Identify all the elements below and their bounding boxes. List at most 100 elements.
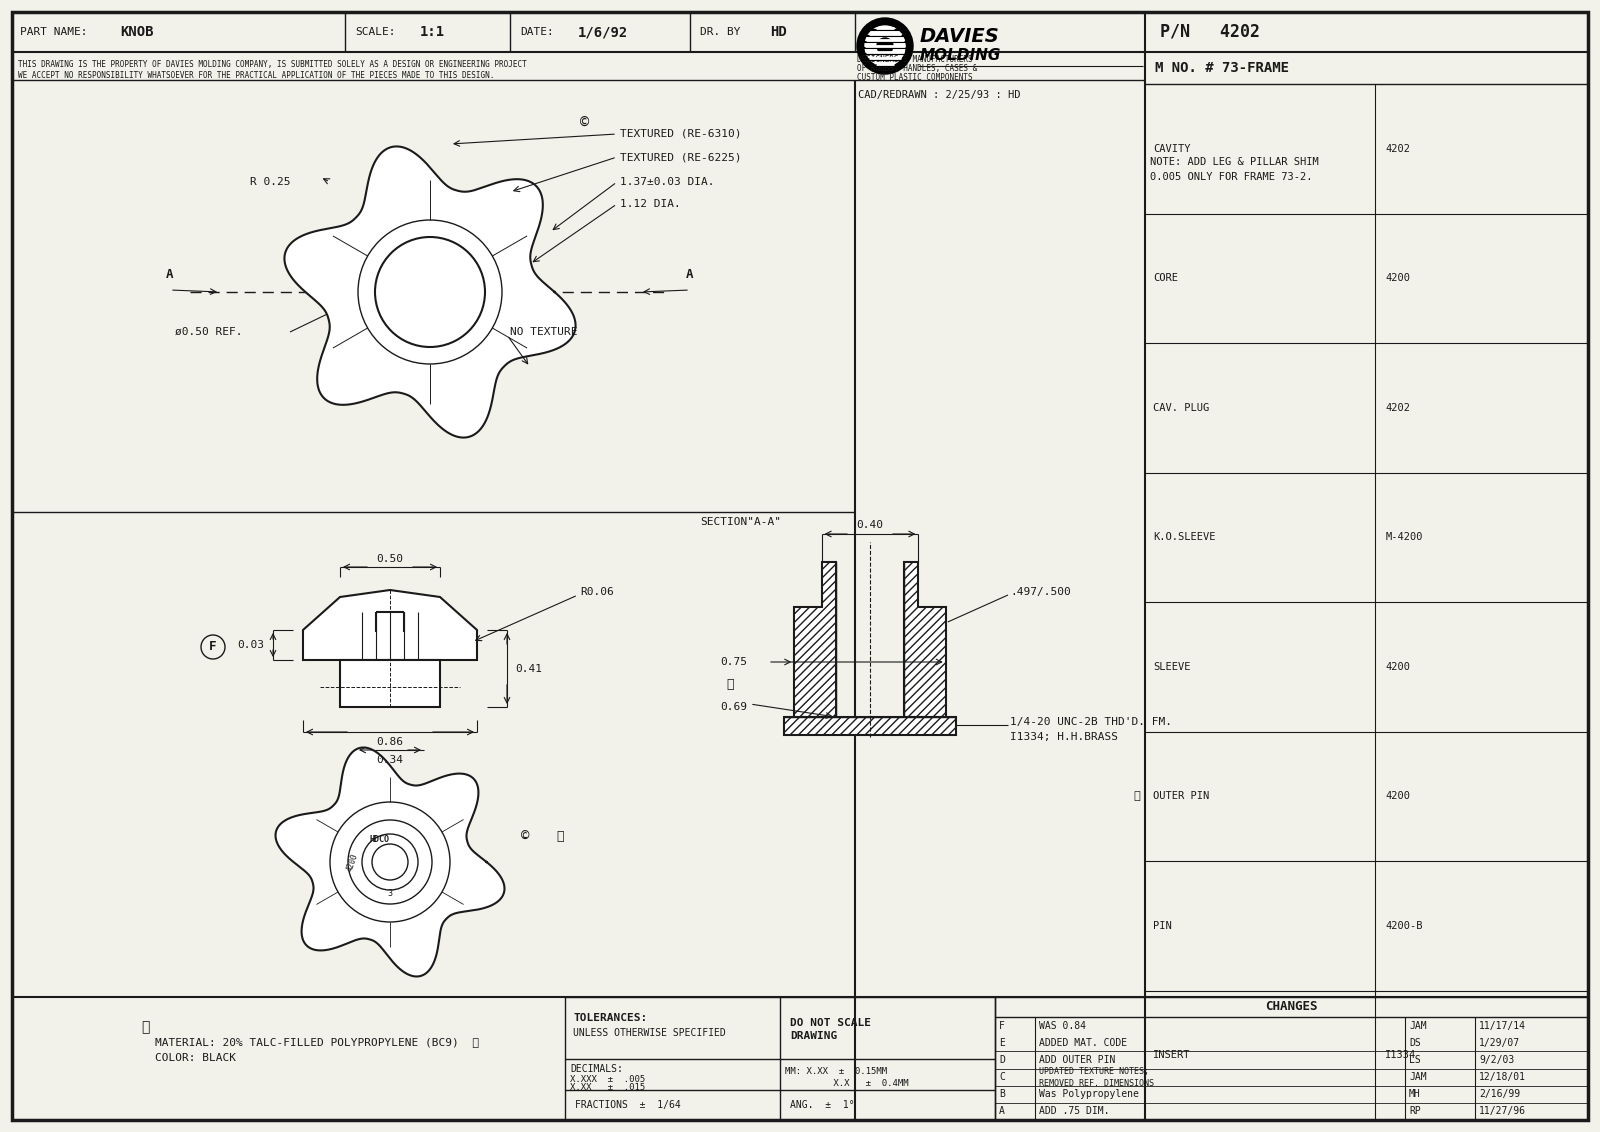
Text: K.O.SLEEVE: K.O.SLEEVE (1154, 532, 1216, 542)
Text: 4200: 4200 (1386, 662, 1410, 671)
Text: ADD .75 DIM.: ADD .75 DIM. (1038, 1106, 1109, 1116)
Text: F: F (210, 641, 216, 653)
Text: DS: DS (1410, 1038, 1421, 1048)
Text: HD: HD (770, 25, 787, 38)
Text: CUSTOM PLASTIC COMPONENTS: CUSTOM PLASTIC COMPONENTS (858, 74, 973, 83)
Text: I1334; H.H.BRASS: I1334; H.H.BRASS (1010, 732, 1118, 741)
Text: A: A (166, 267, 174, 281)
Circle shape (866, 26, 906, 66)
Text: B: B (998, 1089, 1005, 1099)
Text: ø0.50 REF.: ø0.50 REF. (174, 327, 243, 337)
Text: 0.69: 0.69 (720, 702, 747, 712)
Text: D: D (998, 1055, 1005, 1065)
Text: 0.40: 0.40 (856, 520, 883, 530)
Text: 1.37±0.03 DIA.: 1.37±0.03 DIA. (621, 177, 715, 187)
Text: 1/4-20 UNC-2B THD'D. FM.: 1/4-20 UNC-2B THD'D. FM. (1010, 717, 1171, 727)
Polygon shape (784, 717, 955, 735)
Polygon shape (794, 561, 835, 717)
Text: NO TEXTURE: NO TEXTURE (510, 327, 578, 337)
Text: REMOVED REF. DIMENSIONS: REMOVED REF. DIMENSIONS (1038, 1079, 1154, 1088)
Text: SLEEVE: SLEEVE (1154, 662, 1190, 671)
Text: DECIMALS:: DECIMALS: (570, 1064, 622, 1074)
Circle shape (877, 38, 893, 54)
Text: DR. BY: DR. BY (701, 27, 741, 37)
Text: ⓓ: ⓓ (1133, 791, 1139, 801)
Polygon shape (302, 590, 477, 660)
Text: CAV. PLUG: CAV. PLUG (1154, 403, 1210, 413)
Text: 0.75: 0.75 (720, 657, 747, 667)
Text: ADDED MAT. CODE: ADDED MAT. CODE (1038, 1038, 1126, 1048)
Text: DO NOT SCALE: DO NOT SCALE (790, 1018, 870, 1028)
Text: .497/.500: .497/.500 (1010, 588, 1070, 597)
Text: SECTION"A-A": SECTION"A-A" (701, 517, 781, 528)
Text: THIS DRAWING IS THE PROPERTY OF DAVIES MOLDING COMPANY, IS SUBMITTED SOLELY AS A: THIS DRAWING IS THE PROPERTY OF DAVIES M… (18, 60, 526, 69)
Text: UNLESS OTHERWISE SPECIFIED: UNLESS OTHERWISE SPECIFIED (573, 1028, 726, 1038)
Text: LS: LS (1410, 1055, 1421, 1065)
Text: 0.86: 0.86 (376, 737, 403, 747)
Text: JAM: JAM (1410, 1072, 1427, 1082)
Text: 11/17/14: 11/17/14 (1478, 1021, 1526, 1030)
Text: 4200: 4200 (1386, 791, 1410, 801)
Text: ©: © (522, 830, 530, 844)
Bar (565, 997, 995, 1120)
Polygon shape (275, 747, 504, 977)
Text: PART NAME:: PART NAME: (19, 27, 88, 37)
Text: HDCO: HDCO (370, 835, 390, 844)
Text: A: A (686, 267, 694, 281)
Text: 11/27/96: 11/27/96 (1478, 1106, 1526, 1116)
Text: 0.41: 0.41 (515, 664, 542, 674)
Text: 0.03: 0.03 (237, 640, 264, 650)
Text: 0.34: 0.34 (376, 755, 403, 765)
Text: MM: X.XX  ±  0.15MM: MM: X.XX ± 0.15MM (786, 1067, 886, 1077)
Text: COLOR: BLACK: COLOR: BLACK (155, 1053, 237, 1063)
Text: OUTER PIN: OUTER PIN (1154, 791, 1210, 801)
Text: X.XX   ±  .015: X.XX ± .015 (570, 1083, 645, 1092)
Text: WE ACCEPT NO RESPONSIBILITY WHATSOEVER FOR THE PRACTICAL APPLICATION OF THE PIEC: WE ACCEPT NO RESPONSIBILITY WHATSOEVER F… (18, 70, 494, 79)
Bar (995, 997, 1587, 1120)
Text: A: A (998, 1106, 1005, 1116)
Text: 1.12 DIA.: 1.12 DIA. (621, 199, 680, 209)
Text: TEXTURED (RE-6310): TEXTURED (RE-6310) (621, 129, 741, 139)
Text: X.XXX  ±  .005: X.XXX ± .005 (570, 1074, 645, 1083)
Text: 12/18/01: 12/18/01 (1478, 1072, 1526, 1082)
Polygon shape (285, 146, 576, 438)
Text: NOTE: ADD LEG & PILLAR SHIM: NOTE: ADD LEG & PILLAR SHIM (1150, 157, 1318, 168)
Text: DRAWING: DRAWING (790, 1031, 837, 1041)
Text: 1/6/92: 1/6/92 (578, 25, 629, 38)
Text: MOLDING: MOLDING (920, 49, 1002, 63)
Text: Ⓐ: Ⓐ (557, 831, 563, 843)
Text: ADD OUTER PIN: ADD OUTER PIN (1038, 1055, 1115, 1065)
Text: DATE:: DATE: (520, 27, 554, 37)
Text: RP: RP (1410, 1106, 1421, 1116)
Text: 4200: 4200 (1386, 273, 1410, 283)
Text: 3: 3 (387, 890, 392, 899)
Text: CORE: CORE (1154, 273, 1178, 283)
Text: MATERIAL: 20% TALC-FILLED POLYPROPYLENE (BC9)  Ⓔ: MATERIAL: 20% TALC-FILLED POLYPROPYLENE … (155, 1037, 478, 1047)
Text: R 0.25: R 0.25 (250, 177, 291, 187)
Text: INSERT: INSERT (1154, 1050, 1190, 1061)
Text: M NO. # 73-FRAME: M NO. # 73-FRAME (1155, 61, 1290, 75)
Text: ©: © (579, 114, 589, 129)
Text: DESIGNERS & MANUFACTURERS: DESIGNERS & MANUFACTURERS (858, 55, 973, 65)
Text: 4202: 4202 (1386, 144, 1410, 154)
Circle shape (858, 18, 914, 74)
Text: CHANGES: CHANGES (1264, 1001, 1317, 1013)
Text: 1/29/07: 1/29/07 (1478, 1038, 1520, 1048)
Text: C: C (998, 1072, 1005, 1082)
Text: 9/2/03: 9/2/03 (1478, 1055, 1514, 1065)
Text: 4200-B: 4200-B (1386, 920, 1422, 931)
Text: F: F (998, 1021, 1005, 1030)
Text: 0.005 ONLY FOR FRAME 73-2.: 0.005 ONLY FOR FRAME 73-2. (1150, 172, 1312, 182)
Text: JAM: JAM (1410, 1021, 1427, 1030)
Text: Ⓐ: Ⓐ (726, 677, 734, 691)
Text: P/N   4202: P/N 4202 (1160, 23, 1261, 41)
Circle shape (374, 237, 485, 348)
Text: R0.06: R0.06 (579, 588, 614, 597)
Text: E: E (998, 1038, 1005, 1048)
Text: X.X   ±  0.4MM: X.X ± 0.4MM (786, 1079, 909, 1088)
Text: 4200: 4200 (344, 851, 360, 873)
Text: CAVITY: CAVITY (1154, 144, 1190, 154)
Text: CAD/REDRAWN : 2/25/93 : HD: CAD/REDRAWN : 2/25/93 : HD (858, 91, 1021, 100)
Text: TOLERANCES:: TOLERANCES: (573, 1013, 648, 1023)
Polygon shape (904, 561, 946, 717)
